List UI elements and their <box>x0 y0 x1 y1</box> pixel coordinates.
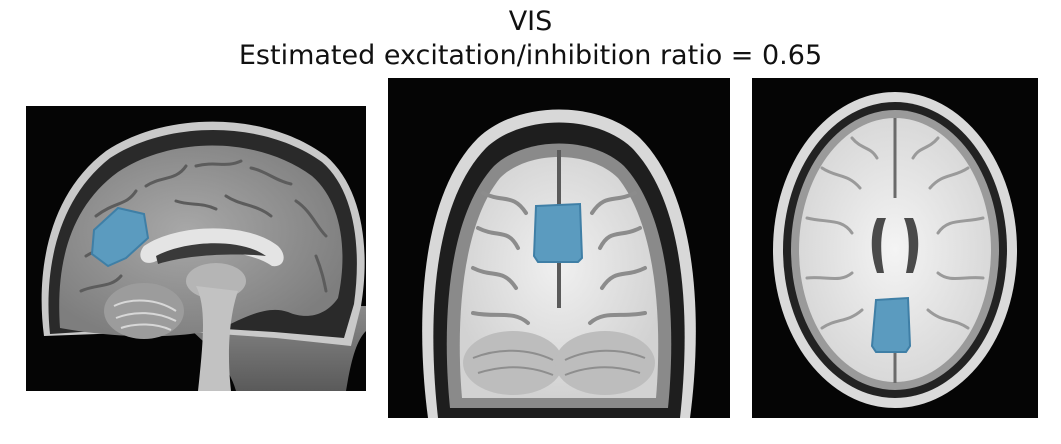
roi-overlay <box>90 206 150 268</box>
axial-brain-view <box>752 78 1038 418</box>
coronal-brain-view <box>388 78 730 418</box>
sagittal-brain-view <box>26 106 366 391</box>
axial-brain-image <box>752 78 1038 418</box>
coronal-brain-image <box>388 78 730 418</box>
figure-title: VIS <box>508 6 553 37</box>
roi-overlay <box>870 296 912 353</box>
figure-subtitle: Estimated excitation/inhibition ratio = … <box>238 40 823 71</box>
sagittal-brain-image <box>26 106 366 391</box>
roi-overlay <box>532 202 584 263</box>
